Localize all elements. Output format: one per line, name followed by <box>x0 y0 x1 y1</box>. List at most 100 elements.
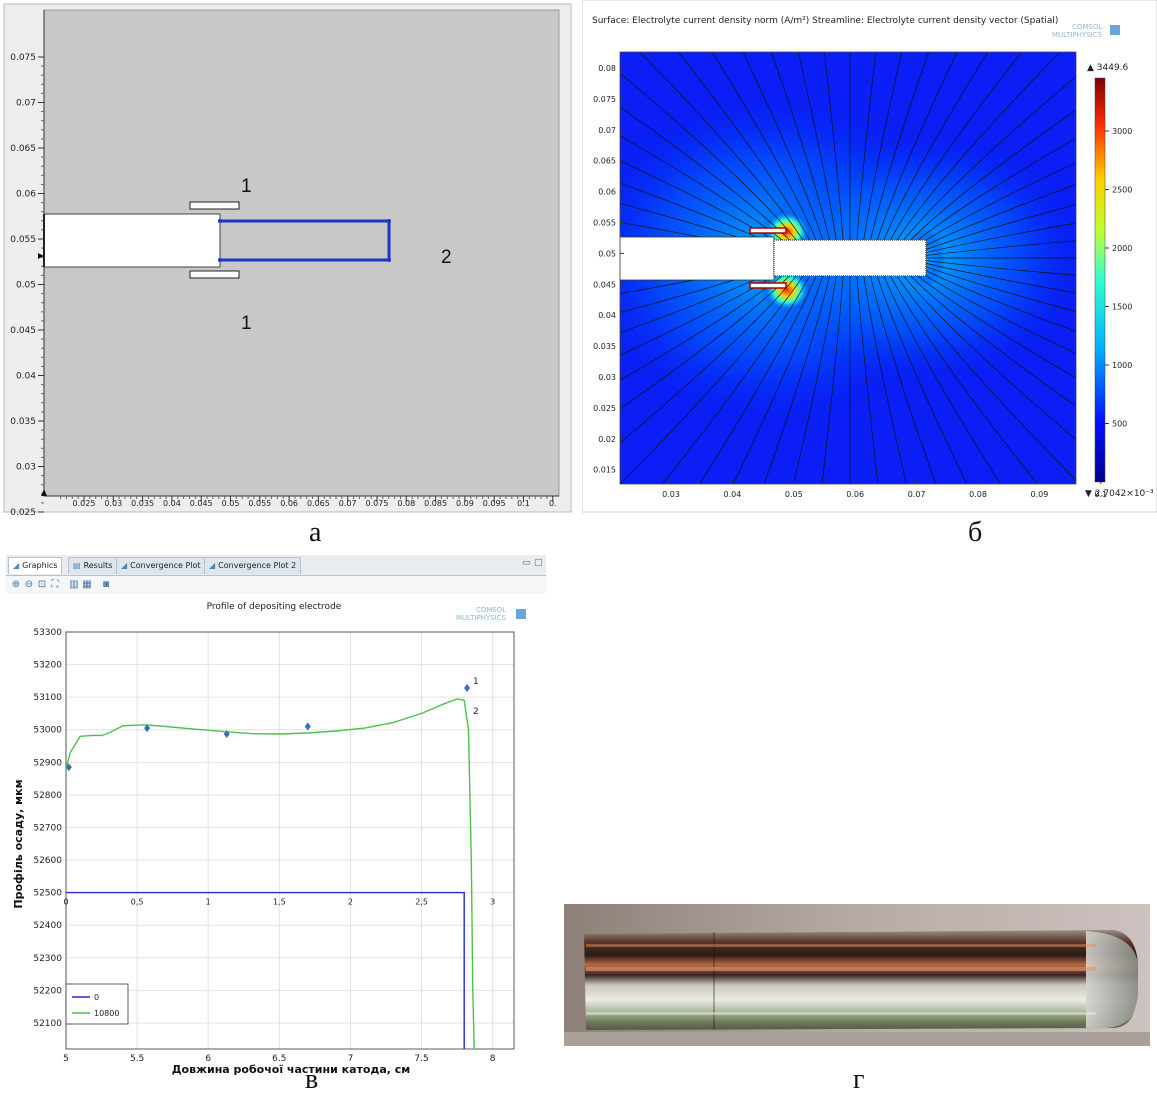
streamline <box>869 52 930 241</box>
point-label-2: 2 <box>473 707 479 717</box>
y-tick-label: 0.045 <box>593 280 616 289</box>
streamline <box>899 76 1076 246</box>
colorbar <box>1094 77 1106 483</box>
y-tick-label: 0.075 <box>593 95 616 104</box>
y-tick-label: 0.015 <box>593 466 616 475</box>
y-tick-label: 0.08 <box>598 64 616 73</box>
streamline <box>903 109 1076 247</box>
camera-icon[interactable]: ◙ <box>102 579 110 590</box>
tab-convergence-plot-2[interactable]: ◢ Convergence Plot 2 <box>204 557 302 574</box>
maximize-icon[interactable]: □ <box>534 558 543 568</box>
y-tick-label: 53100 <box>33 693 62 703</box>
x-tick-label: 0. <box>549 499 557 508</box>
x-tick-label: 0.045 <box>190 499 213 508</box>
y-tick-label: 52100 <box>33 1019 62 1029</box>
y-tick-label: 0.05 <box>16 281 36 291</box>
secondary-x-tick-label: 0,5 <box>131 898 144 907</box>
x-tick-label: 0.05 <box>222 499 240 508</box>
data-point <box>144 724 151 733</box>
x-tick-label: 7.5 <box>414 1054 428 1064</box>
y-tick-label: 52800 <box>33 791 62 801</box>
zoom-in-icon[interactable]: ⊕ <box>11 579 21 590</box>
y-tick-label: 52400 <box>33 921 62 931</box>
streamline <box>620 160 789 250</box>
streamline <box>914 264 1076 332</box>
tab-results[interactable]: ▤ Results <box>68 557 118 574</box>
streamline <box>823 52 844 241</box>
point-label-1: 1 <box>473 677 479 687</box>
x-tick-label: 0.065 <box>307 499 330 508</box>
colorbar-tick-label: 1500 <box>1112 303 1132 312</box>
convergence-tab-icon: ◢ <box>209 561 216 570</box>
x-tick-label: 0.095 <box>483 499 506 508</box>
streamline <box>699 273 818 484</box>
x-tick-label: 0.09 <box>456 499 474 508</box>
streamline <box>919 259 1076 276</box>
y-tick-label: 0.065 <box>10 144 36 154</box>
y-tick-label: 0.07 <box>16 99 36 109</box>
caption-g: г <box>853 1064 865 1095</box>
streamline <box>876 52 958 242</box>
x-tick-label: 0.075 <box>366 499 389 508</box>
streamline <box>711 52 818 243</box>
series-line-0 <box>66 891 465 1049</box>
comsol-logo-sub: MULTIPHYSICS <box>1052 31 1103 39</box>
graphics-tab-icon: ◢ <box>13 561 20 570</box>
caption-a: а <box>309 517 322 548</box>
streamline <box>770 52 831 241</box>
streamline <box>899 270 1076 440</box>
x-tick-label: 0.1 <box>1094 490 1107 499</box>
results-tab-icon: ▤ <box>73 561 81 570</box>
comsol-logo-icon <box>1110 25 1120 35</box>
streamline <box>742 52 824 242</box>
colorbar-max: ▲ 3449.6 <box>1087 63 1129 73</box>
x-tick-label: 0.055 <box>248 499 271 508</box>
graphics-tab-bar: ◢ Graphics ▤ Results ◢ Convergence Plot 1 ◢… <box>6 555 546 576</box>
y-tick-label: 0.02 <box>598 435 616 444</box>
screen-top <box>189 201 240 210</box>
tab-graphics[interactable]: ◢ Graphics <box>8 557 63 574</box>
y-tick-label: 0.05 <box>598 249 616 258</box>
streamline <box>882 52 989 243</box>
streamline <box>919 240 1076 257</box>
comsol-logo-text: COMSOL <box>476 606 506 614</box>
data-point <box>304 722 311 731</box>
streamline <box>677 52 812 244</box>
caption-v: в <box>305 1064 319 1095</box>
y-tick-label: 0.055 <box>10 235 36 245</box>
minimize-icon[interactable]: ▭ <box>522 558 531 568</box>
y-tick-label: 52500 <box>33 889 62 899</box>
table-icon[interactable]: ▥ <box>69 579 79 590</box>
streamline <box>882 273 1001 484</box>
x-tick-label: 0.085 <box>424 499 447 508</box>
convergence-tab-icon: ◢ <box>121 561 128 570</box>
tab-convergence-plot-1[interactable]: ◢ Convergence Plot 1 <box>116 557 214 574</box>
data-point <box>464 684 471 693</box>
zoom-box-icon[interactable]: ⊡ <box>37 579 47 590</box>
x-tick-label: 0.1 <box>517 499 530 508</box>
streamline <box>856 52 877 241</box>
y-tick-label: 0.025 <box>10 508 36 518</box>
streamline <box>911 162 1076 250</box>
screen-top-b <box>749 227 787 234</box>
streamline <box>907 267 1076 379</box>
streamline <box>903 269 1076 407</box>
zoom-out-icon[interactable]: ⊖ <box>24 579 34 590</box>
streamline <box>620 270 801 444</box>
grid-icon[interactable]: ▦ <box>82 579 92 590</box>
data-point <box>223 729 230 738</box>
panel-v-profile-chart: Profile of depositing electrode COMSOL M… <box>6 594 546 1080</box>
y-tick-label: 0.035 <box>593 342 616 351</box>
cathode-rod <box>43 213 221 268</box>
streamline <box>732 274 824 484</box>
x-tick-label: 0.09 <box>1030 490 1048 499</box>
streamline <box>863 52 903 241</box>
y-tick-label: 0.06 <box>598 188 616 197</box>
x-tick-label: 0.07 <box>908 490 926 499</box>
x-tick-label: 7 <box>348 1054 354 1064</box>
zoom-extents-icon[interactable]: ⛶ <box>51 579 59 590</box>
x-tick-label: 0.03 <box>104 499 122 508</box>
y-tick-label: 0.04 <box>16 372 36 382</box>
streamline <box>869 275 937 484</box>
y-tick-label: 0.03 <box>598 373 616 382</box>
